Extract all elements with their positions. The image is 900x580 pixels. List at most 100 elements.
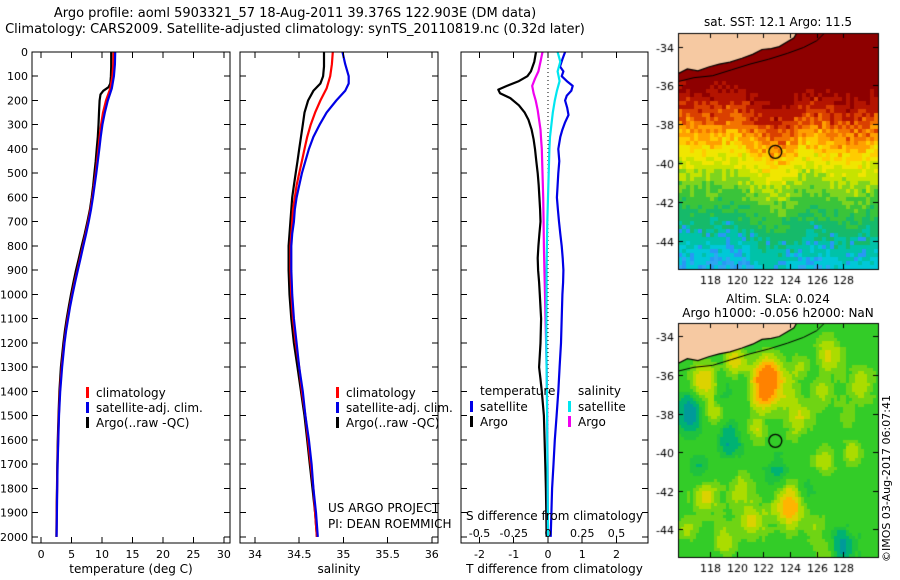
x-tick-label: 5 xyxy=(68,548,75,561)
pi-dean-roemmich-note: PI: DEAN ROEMMICH xyxy=(328,517,452,531)
depth-tick-label: 1600 xyxy=(0,434,28,447)
x-tick-label: 0 xyxy=(544,548,551,561)
depth-tick-label: 1400 xyxy=(0,385,28,398)
series-satellite-adj-clim xyxy=(55,51,117,537)
sst-sla-maps-canvas xyxy=(640,0,900,580)
temperature-plot: 0 5 10 15 20 25 300100200300400500600700800900… xyxy=(0,46,231,561)
satellite-adj-line-swatch xyxy=(86,402,89,413)
sla-map-title-line-2: Argo h1000: -0.056 h2000: NaN xyxy=(682,306,874,320)
depth-tick-label: 200 xyxy=(7,94,28,107)
s-tick-label: -0.5 xyxy=(469,527,490,540)
depth-tick-label: 1000 xyxy=(0,288,28,301)
depth-tick-label: 800 xyxy=(7,240,28,253)
argo-line-swatch xyxy=(86,417,89,428)
x-tick-label: 1 xyxy=(579,548,586,561)
salinity-axis-label: salinity xyxy=(317,562,361,576)
s-tick-label: -0.25 xyxy=(500,527,528,540)
depth-tick-label: 2000 xyxy=(0,531,28,544)
legend-entry-t-argo: Argo xyxy=(470,414,555,429)
x-tick-label: -1 xyxy=(508,548,519,561)
s-difference-axis-label: S difference from climatology xyxy=(466,509,643,523)
depth-tick-label: 600 xyxy=(7,191,28,204)
header-line-2: Climatology: CARS2009. Satellite-adjuste… xyxy=(5,22,585,37)
legend-label: satellite xyxy=(480,399,528,414)
t-argo-line-swatch xyxy=(470,416,473,427)
legend-entry-s-satellite: satellite xyxy=(568,399,626,414)
legend-label: Argo xyxy=(480,414,508,429)
depth-tick-label: 100 xyxy=(7,70,28,83)
difference-plot: -2 -0.5 -1 -0.25 0 0 1 0.25 2 0.5 xyxy=(460,51,649,561)
depth-tick-label: 1200 xyxy=(0,337,28,350)
series-t-argo xyxy=(497,51,548,537)
x-tick-label: 35 xyxy=(336,548,350,561)
depth-tick-label: 1700 xyxy=(0,458,28,471)
depth-tick-label: 300 xyxy=(7,119,28,132)
plot-frame xyxy=(460,51,649,544)
legend-label: climatology xyxy=(346,385,416,400)
depth-tick-label: 500 xyxy=(7,167,28,180)
depth-tick-label: 1500 xyxy=(0,410,28,423)
us-argo-project-note: US ARGO PROJECT xyxy=(328,501,440,515)
x-tick-label: 15 xyxy=(126,548,140,561)
header-line-1: Argo profile: aoml 5903321_57 18-Aug-201… xyxy=(53,6,537,21)
s-tick-label: 0 xyxy=(544,527,551,540)
climatology-line-swatch xyxy=(86,387,89,398)
legend-entry-argo: Argo(..raw -QC) xyxy=(86,415,203,430)
legend-entry-s-argo: Argo xyxy=(568,414,626,429)
temperature-axis-label: temperature (deg C) xyxy=(69,562,193,576)
legend-label: satellite-adj. clim. xyxy=(96,400,203,415)
t-difference-axis-label: T difference from climatology xyxy=(466,562,643,576)
legend-entry-satellite-adj: satellite-adj. clim. xyxy=(86,400,203,415)
s-satellite-line-swatch xyxy=(568,401,571,412)
x-tick-label: 2 xyxy=(613,548,620,561)
legend-entry-argo: Argo(..raw -QC) xyxy=(336,415,453,430)
legend-entry-climatology: climatology xyxy=(86,385,203,400)
depth-tick-label: 0 xyxy=(21,46,28,59)
depth-tick-label: 1100 xyxy=(0,313,28,326)
s-argo-line-swatch xyxy=(568,416,571,427)
legend-label: Argo(..raw -QC) xyxy=(346,415,440,430)
series-climatology xyxy=(55,51,115,537)
sst-map-title: sat. SST: 12.1 Argo: 11.5 xyxy=(703,15,853,29)
salinity-plot: 34 34.5 35 35.5 36 xyxy=(239,51,439,561)
imos-credit-text: ©IMOS 03-Aug-2017 06:07:41 xyxy=(880,395,893,562)
depth-tick-label: 1300 xyxy=(0,361,28,374)
satellite-adj-line-swatch xyxy=(336,402,339,413)
t-satellite-line-swatch xyxy=(470,401,473,412)
depth-tick-label: 400 xyxy=(7,143,28,156)
temperature-plot-legend: climatology satellite-adj. clim. Argo(..… xyxy=(86,385,203,430)
argo-line-swatch xyxy=(336,417,339,428)
x-tick-label: 10 xyxy=(95,548,109,561)
series-satellite-adj-clim xyxy=(290,51,350,537)
x-tick-label: 0 xyxy=(38,548,45,561)
x-tick-label: 20 xyxy=(156,548,170,561)
depth-tick-label: 900 xyxy=(7,264,28,277)
legend-label: Argo(..raw -QC) xyxy=(96,415,190,430)
difference-temperature-legend: temperature satellite Argo xyxy=(470,384,555,429)
sla-map-title-line-1: Altim. SLA: 0.024 xyxy=(726,292,830,306)
depth-tick-label: 700 xyxy=(7,216,28,229)
salinity-plot-legend: climatology satellite-adj. clim. Argo(..… xyxy=(336,385,453,430)
difference-salinity-legend: salinity satellite Argo xyxy=(568,384,626,429)
x-tick-label: 34 xyxy=(248,548,262,561)
legend-entry-satellite-adj: satellite-adj. clim. xyxy=(336,400,453,415)
legend-entry-t-satellite: satellite xyxy=(470,399,555,414)
x-tick-label: -2 xyxy=(474,548,485,561)
x-tick-label: 25 xyxy=(186,548,200,561)
x-tick-label: 36 xyxy=(425,548,439,561)
series-s-satellite xyxy=(545,51,562,537)
plot-frame xyxy=(239,51,439,544)
legend-label: Argo xyxy=(578,414,606,429)
legend-entry-climatology: climatology xyxy=(336,385,453,400)
x-tick-label: 30 xyxy=(217,548,231,561)
temperature-legend-header: temperature xyxy=(480,384,556,398)
plot-frame xyxy=(31,51,231,544)
legend-label: climatology xyxy=(96,385,166,400)
s-tick-label: 0.5 xyxy=(608,527,626,540)
depth-tick-label: 1800 xyxy=(0,482,28,495)
legend-label: satellite xyxy=(578,399,626,414)
series-t-satellite xyxy=(549,51,574,537)
salinity-legend-header: salinity xyxy=(578,384,622,398)
